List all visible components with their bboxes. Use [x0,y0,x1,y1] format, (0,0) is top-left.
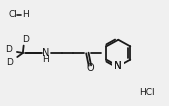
Text: H: H [22,10,28,19]
Text: N: N [114,61,122,71]
Text: H: H [42,55,49,64]
Text: Cl: Cl [8,10,17,19]
Text: N: N [114,61,122,71]
Text: D: D [22,35,29,44]
Text: N: N [114,61,122,71]
Text: N: N [42,48,49,58]
Text: HCl: HCl [139,88,155,97]
Text: D: D [5,45,11,54]
Text: O: O [87,63,94,73]
Text: D: D [6,58,13,66]
